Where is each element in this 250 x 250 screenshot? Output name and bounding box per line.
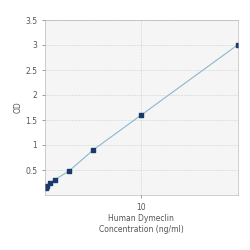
Point [44, 186, 48, 190]
X-axis label: Human Dymeclin
Concentration (ng/ml): Human Dymeclin Concentration (ng/ml) [99, 214, 184, 234]
Point [44, 185, 48, 189]
Point [48, 181, 52, 185]
Y-axis label: OD: OD [14, 102, 22, 114]
Point [52, 178, 56, 182]
Point [236, 43, 240, 47]
Point [67, 169, 71, 173]
Point [46, 184, 50, 188]
Point [139, 113, 143, 117]
Point [91, 148, 95, 152]
